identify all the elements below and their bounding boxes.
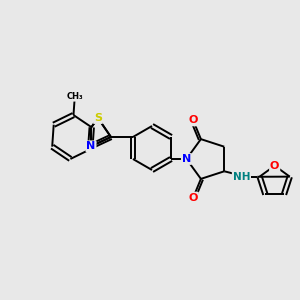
Text: O: O	[270, 161, 279, 171]
Text: CH₃: CH₃	[67, 92, 83, 101]
Text: NH: NH	[233, 172, 250, 182]
Text: O: O	[188, 193, 198, 202]
Text: O: O	[188, 116, 198, 125]
Text: N: N	[86, 141, 96, 151]
Text: S: S	[94, 113, 102, 123]
Text: N: N	[182, 154, 191, 164]
